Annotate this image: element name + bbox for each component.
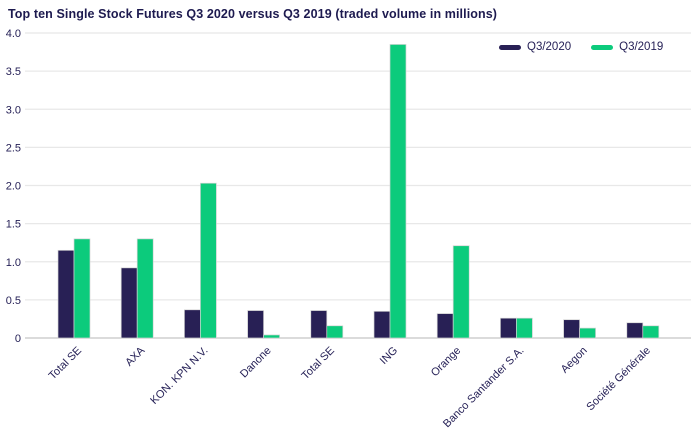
x-tick-label-6: Orange [429,345,463,379]
legend-item-q3-2020: Q3/2020 [499,41,571,53]
y-tick-label-0.5: 0.5 [6,295,21,307]
y-tick-label-3.5: 3.5 [6,66,21,78]
bar-q3-2019-soci-t-g-n-rale [642,325,660,339]
y-tick-label-1.5: 1.5 [6,219,21,231]
bar-q3-2020-soci-t-g-n-rale [626,322,644,339]
bar-q3-2019-ing [389,44,407,339]
bar-q3-2019-banco-santander-s-a- [516,317,533,339]
bar-q3-2019-axa [136,238,154,339]
y-tick-label-0: 0 [15,333,21,345]
x-tick-label-2: KON. KPN N.V. [148,345,210,407]
bar-q3-2020-axa [120,267,138,339]
bar-q3-2019-orange [452,245,470,339]
x-tick-label-4: Total SE [299,345,336,382]
legend-label-q3-2019: Q3/2019 [619,41,664,53]
bar-q3-2019-danone [263,334,280,339]
bar-q3-2020-aegon [563,319,580,339]
bar-q3-2019-total-se [73,238,91,339]
legend-label-q3-2020: Q3/2020 [527,41,572,53]
bar-q3-2020-total-se [310,310,328,339]
bar-q3-2020-ing [373,310,391,339]
chart-title: Top ten Single Stock Futures Q3 2020 ver… [8,7,498,21]
x-tick-label-5: ING [378,345,400,367]
legend: Q3/2020 Q3/2019 [499,41,663,53]
y-tick-label-3: 3.0 [6,104,21,116]
x-tick-label-8: Aegon [559,345,590,376]
x-tick-label-1: AXA [123,344,148,369]
y-tick-label-2: 2.0 [6,181,21,193]
bar-q3-2020-kon-kpn-n-v- [184,309,201,339]
x-tick-label-9: Société Générale [584,345,653,414]
bar-q3-2019-aegon [579,327,596,339]
x-tick-label-3: Danone [238,345,274,381]
y-tick-label-4: 4.0 [6,28,21,40]
bar-q3-2020-banco-santander-s-a- [500,317,517,339]
x-tick-label-0: Total SE [47,345,84,382]
bar-q3-2020-danone [247,310,264,339]
legend-swatch-q3-2019-icon [591,44,614,50]
legend-swatch-q3-2020-icon [499,44,521,50]
bar-q3-2019-total-se [326,325,344,339]
legend-item-q3-2019: Q3/2019 [591,41,663,53]
bar-q3-2020-total-se [57,249,75,339]
y-tick-label-2.5: 2.5 [6,142,21,154]
bar-q3-2019-kon-kpn-n-v- [200,182,217,339]
bar-q3-2020-orange [436,313,454,339]
y-tick-label-1: 1.0 [6,257,21,269]
